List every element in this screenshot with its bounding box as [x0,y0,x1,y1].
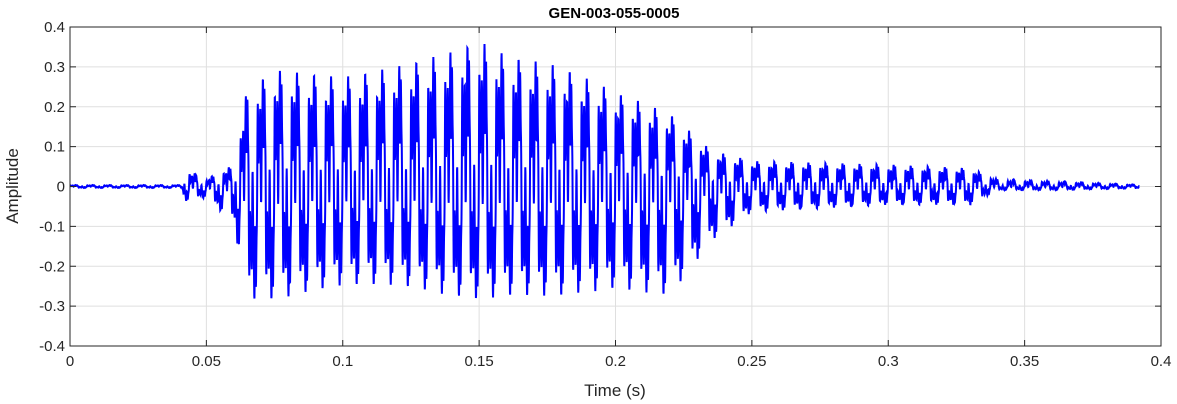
x-tick-label: 0.3 [878,353,899,370]
y-tick-label: -0.4 [39,338,65,355]
x-tick-label: 0 [66,353,74,370]
x-tick-label: 0.4 [1151,353,1172,370]
y-tick-label: 0.4 [44,19,65,36]
x-tick-label: 0.2 [605,353,626,370]
x-tick-label: 0.35 [1010,353,1039,370]
waveform-line [70,44,1140,299]
y-tick-label: -0.2 [39,258,65,275]
x-tick-label: 0.05 [192,353,221,370]
y-tick-label: 0 [57,179,65,196]
x-tick-label: 0.25 [737,353,766,370]
y-axis-label: Amplitude [3,148,22,224]
y-tick-label: -0.1 [39,218,65,235]
y-tick-label: 0.1 [44,139,65,156]
y-tick-label: -0.3 [39,298,65,315]
y-tick-label: 0.2 [44,99,65,116]
x-tick-label: 0.15 [465,353,494,370]
x-axis-label: Time (s) [584,381,646,400]
x-tick-label: 0.1 [332,353,353,370]
y-axis-ticks: -0.4 -0.3 -0.2 -0.1 0 0.1 0.2 0.3 0.4 [39,19,1161,355]
chart-title: GEN-003-055-0005 [549,5,680,22]
y-tick-label: 0.3 [44,59,65,76]
x-axis-ticks: 0 0.05 0.1 0.15 0.2 0.25 0.3 0.35 0.4 [66,27,1172,370]
